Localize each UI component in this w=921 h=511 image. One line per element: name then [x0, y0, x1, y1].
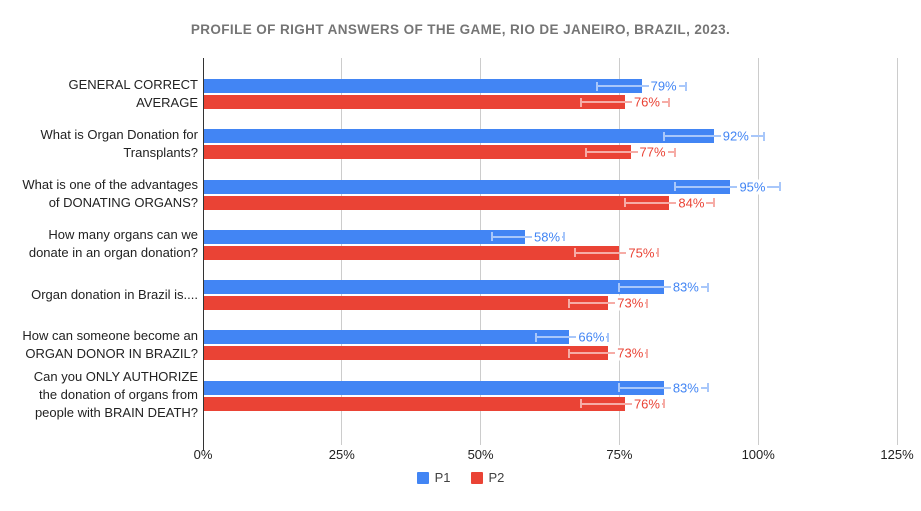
bar-p1 [204, 179, 731, 194]
value-label-p2: 75% [626, 245, 657, 261]
error-bar-p2 [569, 302, 648, 304]
gridline [618, 58, 620, 445]
error-bar-cap-high-p2 [712, 198, 715, 207]
x-axis-tick-label: 25% [328, 447, 355, 462]
error-bar-cap-high-p1 [779, 182, 782, 191]
error-bar-p1 [619, 386, 709, 389]
error-bar-cap-low-p1 [673, 182, 676, 191]
error-bar-cap-low-p1 [618, 282, 621, 292]
error-bar-cap-high-p2 [646, 348, 649, 358]
bar-p2 [204, 195, 670, 210]
error-bar-cap-low-p2 [568, 298, 571, 308]
error-bar-cap-high-p2 [673, 147, 676, 157]
error-bar-p2 [580, 402, 664, 405]
y-axis-line [202, 58, 204, 451]
error-bar-cap-low-p1 [535, 332, 538, 342]
gridline [757, 58, 759, 445]
value-label-p2: 77% [637, 144, 668, 160]
error-bar-cap-high-p2 [668, 97, 671, 107]
error-bar-cap-low-p2 [623, 198, 626, 207]
error-bar-p2 [574, 251, 659, 254]
error-bar-p1 [597, 85, 687, 87]
category-label: How can someone become an ORGAN DONOR IN… [22, 327, 198, 361]
bar-p2 [204, 296, 609, 310]
error-bar-cap-low-p1 [662, 131, 665, 141]
error-bar-cap-low-p2 [568, 348, 571, 358]
category-label: GENERAL CORRECT AVERAGE [68, 76, 198, 110]
error-bar-p1 [491, 235, 564, 238]
legend-item-p1: P1 [416, 470, 451, 485]
category-label: What is Organ Donation for Transplants? [40, 126, 198, 160]
value-label-p1: 83% [670, 279, 701, 295]
x-axis-tick-label: 100% [741, 447, 775, 462]
x-axis-tick-label: 125% [880, 447, 914, 462]
legend-swatch-p2 [470, 471, 483, 484]
value-label-p1: 92% [720, 128, 751, 144]
category-label: How many organs can we donate in an orga… [28, 227, 198, 261]
bar-p2 [204, 95, 625, 109]
error-bar-cap-high-p2 [646, 298, 649, 308]
category-label: Organ donation in Brazil is.... [31, 286, 198, 302]
value-label-p1: 79% [648, 78, 679, 94]
error-bar-p2 [580, 101, 670, 103]
bar-p1 [204, 330, 570, 345]
error-bar-p2 [624, 201, 714, 204]
x-axis-tick-label: 0% [193, 447, 213, 462]
error-bar-p1 [536, 336, 609, 339]
bar-p2 [204, 346, 609, 361]
error-bar-p2 [569, 352, 648, 355]
category-label: Can you ONLY AUTHORIZE the donation of o… [33, 369, 198, 420]
value-label-p2: 73% [615, 295, 646, 311]
error-bar-p1 [619, 286, 709, 288]
bar-p1 [204, 79, 642, 93]
bar-p1 [204, 129, 714, 144]
value-label-p2: 73% [615, 345, 646, 361]
bar-p1 [204, 380, 664, 395]
error-bar-cap-high-p1 [707, 383, 710, 392]
error-bar-cap-high-p1 [607, 332, 610, 342]
error-bar-cap-high-p1 [562, 232, 565, 242]
error-bar-cap-high-p1 [707, 282, 710, 292]
category-label: What is one of the advantages of DONATIN… [22, 177, 198, 210]
bar-p2 [204, 245, 620, 260]
value-label-p1: 95% [737, 179, 768, 194]
bar-p2 [204, 145, 631, 160]
error-bar-cap-low-p1 [618, 383, 621, 392]
x-axis-tick-label: 50% [467, 447, 494, 462]
error-bar-p1 [674, 185, 781, 188]
error-bar-p2 [586, 151, 675, 154]
chart-title: PROFILE OF RIGHT ANSWERS OF THE GAME, RI… [190, 22, 731, 37]
error-bar-cap-low-p2 [573, 248, 576, 258]
bar-p2 [204, 396, 625, 411]
legend-label-p1: P1 [434, 470, 451, 485]
x-axis-tick-label: 75% [606, 447, 633, 462]
error-bar-cap-high-p1 [762, 131, 765, 141]
value-label-p1: 83% [670, 380, 701, 395]
legend-swatch-p1 [416, 471, 429, 484]
error-bar-cap-high-p2 [657, 248, 660, 258]
value-label-p2: 76% [631, 94, 662, 110]
error-bar-cap-high-p2 [662, 399, 665, 408]
value-label-p2: 84% [676, 195, 707, 210]
legend: P1 P2 [0, 470, 921, 485]
error-bar-cap-low-p1 [490, 232, 493, 242]
bar-p1 [204, 280, 664, 294]
gridline [896, 58, 898, 445]
error-bar-cap-low-p1 [596, 81, 599, 91]
error-bar-p1 [663, 135, 764, 138]
error-bar-cap-high-p1 [685, 81, 688, 91]
legend-label-p2: P2 [488, 470, 505, 485]
error-bar-cap-low-p2 [585, 147, 588, 157]
value-label-p1: 66% [576, 329, 607, 345]
error-bar-cap-low-p2 [579, 97, 582, 107]
bar-p1 [204, 229, 526, 244]
legend-item-p2: P2 [470, 470, 505, 485]
value-label-p1: 58% [532, 229, 563, 245]
error-bar-cap-low-p2 [579, 399, 582, 408]
value-label-p2: 76% [631, 396, 662, 411]
